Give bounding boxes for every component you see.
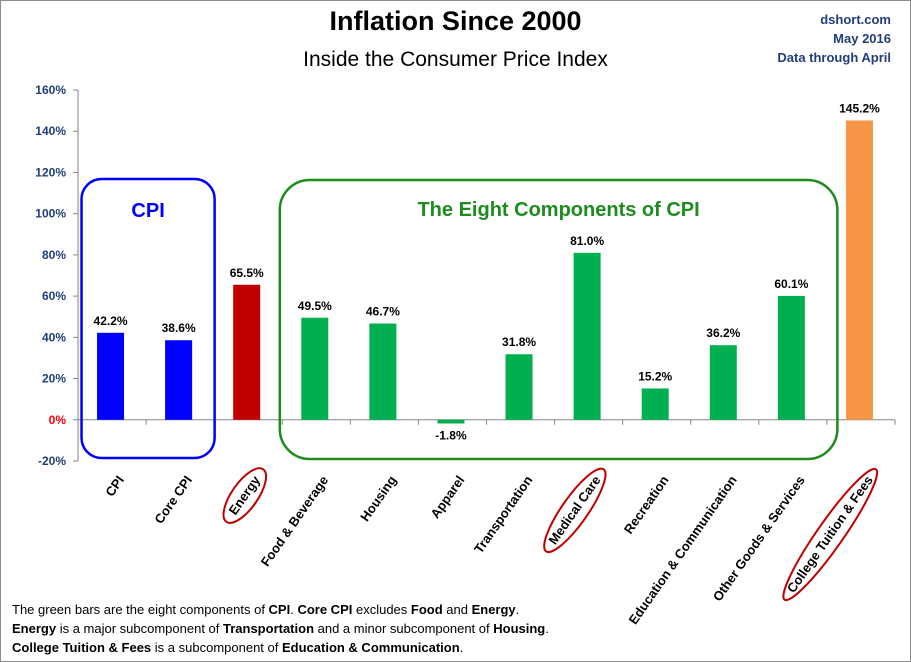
footnote-bold-text: Transportation <box>223 621 315 636</box>
cpi-group-box <box>80 177 216 460</box>
source-block: dshort.com May 2016 Data through April <box>777 10 891 67</box>
y-tick-label: 140% <box>35 124 66 138</box>
footnote-text: is a subcomponent of <box>151 640 282 655</box>
category-label-group: CPI <box>102 473 127 499</box>
bar-other-goods-services <box>777 295 805 420</box>
footnote-line: The green bars are the eight components … <box>12 600 549 619</box>
value-label: 81.0% <box>570 234 604 248</box>
category-label: Apparel <box>427 473 467 521</box>
footnote-line: Energy is a major subcomponent of Transp… <box>12 619 549 638</box>
source-data-through: Data through April <box>777 50 891 65</box>
footnote-text: . <box>545 621 549 636</box>
footnote-bold-text: Housing <box>493 621 546 636</box>
footnote-text: excludes <box>352 602 411 617</box>
category-label: Energy <box>226 472 264 517</box>
value-label: -1.8% <box>435 428 467 442</box>
y-tick-label: 60% <box>42 289 66 303</box>
category-label: Food & Beverage <box>258 473 332 569</box>
footnote: The green bars are the eight components … <box>12 600 549 657</box>
chart-subtitle: Inside the Consumer Price Index <box>303 48 608 71</box>
highlight-ellipse <box>222 467 268 524</box>
bar-education-communication <box>709 345 737 420</box>
axis-layer: 160% 140% 120% 100% 80% 60% 40% 20% 0% -20% <box>35 83 896 468</box>
footnote-text: . <box>515 602 520 617</box>
footnote-text: . <box>459 640 464 655</box>
footnote-text: . <box>290 602 298 617</box>
category-label-group: Energy <box>222 467 268 524</box>
y-tick-label: 20% <box>42 372 66 386</box>
bar-core-cpi <box>165 340 193 420</box>
category-label: Medical Care <box>545 473 603 547</box>
footnote-text: and a minor subcomponent of <box>314 621 494 636</box>
footnote-bold-text: Energy <box>471 602 516 617</box>
value-labels: 42.2% 38.6% 65.5% 49.5% 46.7% -1.8% 31.8% 81.0%… <box>94 102 881 443</box>
category-label-group: Transportation <box>471 473 536 556</box>
value-label: 31.8% <box>502 335 536 349</box>
y-tick-label: 40% <box>42 330 66 344</box>
group-annotations: CPI The Eight Components of CPI <box>80 177 839 461</box>
y-tick-label: 0% <box>49 413 67 427</box>
highlight-ellipse <box>543 467 607 554</box>
value-label: 46.7% <box>366 305 400 319</box>
category-label-group: Food & Beverage <box>258 473 332 569</box>
y-tick-label: 80% <box>42 248 66 262</box>
footnote-text: is a major subcomponent of <box>56 621 223 636</box>
y-tick-label: 100% <box>35 207 66 221</box>
category-label: Core CPI <box>151 473 195 527</box>
category-label: Transportation <box>471 473 536 556</box>
footnote-bold-text: Food <box>410 602 443 617</box>
y-tick-label: 160% <box>35 83 66 97</box>
source-site: dshort.com <box>820 12 891 27</box>
bar-apparel <box>437 419 465 424</box>
category-label-group: Medical Care <box>543 467 607 554</box>
value-label: 60.1% <box>774 277 808 291</box>
category-label-group: Housing <box>357 473 399 524</box>
footnote-line: College Tuition & Fees is a subcomponent… <box>12 638 549 657</box>
y-tick-label: 120% <box>35 165 66 179</box>
value-label: 15.2% <box>638 369 672 383</box>
cpi-group-label: CPI <box>131 200 164 222</box>
footnote-text: The green bars are the eight components … <box>12 602 269 617</box>
footnote-bold-text: CPI <box>268 602 291 617</box>
y-tick-label: -20% <box>38 454 66 468</box>
bars <box>97 120 873 424</box>
components-group-box <box>278 178 839 461</box>
footnote-bold-text: Education & Communication <box>281 640 460 655</box>
value-label: 36.2% <box>706 326 740 340</box>
bar-cpi <box>97 332 125 420</box>
bar-energy <box>233 284 261 420</box>
value-label: 65.5% <box>230 266 264 280</box>
components-group-label: The Eight Components of CPI <box>417 199 699 221</box>
bar-college-tuition-fees <box>845 120 873 420</box>
value-label: 42.2% <box>94 314 128 328</box>
highlight-ellipse <box>782 467 879 602</box>
category-label: Recreation <box>621 473 672 537</box>
bar-recreation <box>641 388 669 420</box>
category-label-group: Core CPI <box>151 473 195 527</box>
value-label: 49.5% <box>298 299 332 313</box>
footnote-text: and <box>442 602 472 617</box>
category-label: CPI <box>102 473 127 499</box>
footnote-bold-text: Energy <box>12 621 57 636</box>
bar-transportation <box>505 354 533 420</box>
category-label-group: Recreation <box>621 473 672 537</box>
footnote-bold-text: Core CPI <box>297 602 353 617</box>
bar-medical-care <box>573 252 601 420</box>
bar-food-beverage <box>301 317 329 420</box>
source-date: May 2016 <box>833 31 891 46</box>
bar-housing <box>369 323 397 420</box>
category-label: Housing <box>357 473 399 524</box>
value-label: 145.2% <box>839 102 880 116</box>
category-label-group: Apparel <box>427 473 467 521</box>
value-label: 38.6% <box>162 321 196 335</box>
chart-title: Inflation Since 2000 <box>329 6 582 36</box>
footnote-bold-text: College Tuition & Fees <box>12 640 152 655</box>
